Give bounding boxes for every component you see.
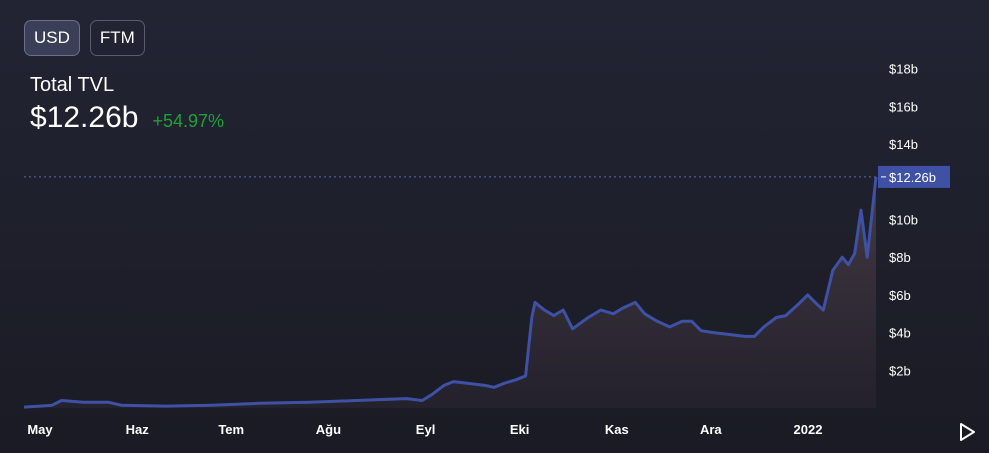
tvl-summary: $12.26b +54.97% [30,101,224,135]
current-value-badge [878,165,950,188]
x-tick-label: Tem [218,422,244,437]
x-tick-label: Eyl [416,422,436,437]
y-tick-label: $6b [889,288,911,303]
x-tick-label: May [27,422,53,437]
x-tick-label: Haz [126,422,150,437]
x-tick-label: Kas [605,422,629,437]
tvl-area-fill [24,176,876,408]
current-value-label: $12.26b [889,170,936,185]
tvl-series-line [23,176,878,409]
tvl-value: $12.26b [30,101,139,134]
ftm-button[interactable]: FTM [89,20,145,56]
y-tick-label: $16b [889,99,918,114]
y-tick-label: $14b [889,137,918,152]
y-tick-label: $2b [889,363,911,378]
y-tick-label: $8b [889,250,911,265]
x-tick-label: Ara [700,422,722,437]
usd-button[interactable]: USD [24,20,80,56]
y-tick-label: $10b [889,213,918,228]
currency-toggle-group: USD FTM [24,20,145,56]
play-icon[interactable] [958,423,976,441]
y-tick-label: $4b [889,326,911,341]
tvl-change: +54.97% [152,111,225,131]
x-tick-label: 2022 [794,422,823,437]
y-tick-label: $18b [889,62,918,77]
x-tick-label: Eki [510,422,530,437]
total-tvl-title: Total TVL [30,74,115,96]
x-tick-label: Ağu [316,422,341,437]
